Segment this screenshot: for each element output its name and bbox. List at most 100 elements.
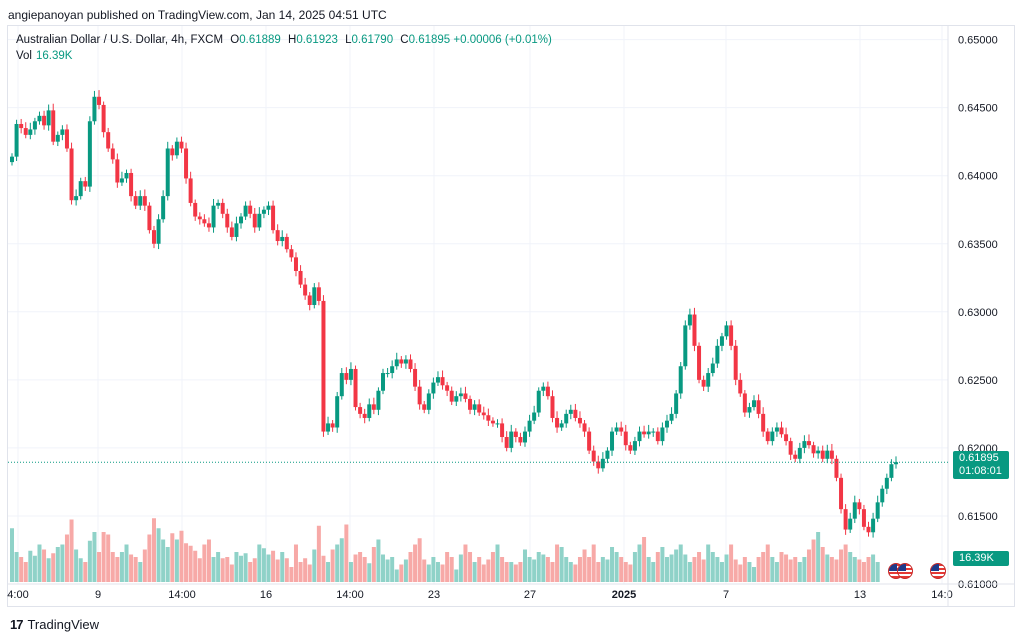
volume-bar [674, 549, 679, 582]
volume-bar [307, 564, 312, 582]
candle-body [330, 423, 335, 428]
candle-body [252, 213, 257, 228]
candle-body [568, 409, 573, 414]
volume-bar [275, 559, 280, 582]
x-tick-label: 9 [95, 589, 101, 601]
volume-bar [220, 558, 225, 582]
candle-body [834, 458, 839, 478]
candle-body [825, 450, 830, 459]
candle-body [628, 445, 633, 451]
volume-bar [591, 544, 596, 582]
candle-body [280, 236, 285, 242]
volume-bar [10, 528, 14, 582]
volume-bar [321, 555, 326, 582]
volume-bar [193, 550, 198, 582]
volume-bar [839, 549, 844, 582]
candle-body [884, 477, 889, 489]
volume-bar [468, 552, 473, 582]
candle-body [83, 181, 88, 187]
candle-body [619, 427, 624, 432]
candle-body [385, 373, 390, 375]
volume-bar [541, 554, 546, 582]
volume-bar [522, 549, 527, 582]
volume-bar [19, 557, 24, 582]
volume-bar [829, 557, 834, 582]
volume-bar [724, 554, 729, 582]
candle-body [312, 287, 317, 305]
volume-bar [605, 559, 610, 582]
volume-bar [435, 562, 440, 582]
candle-body [316, 287, 321, 301]
candle-body [646, 431, 651, 435]
candle-body [10, 156, 14, 163]
volume-bar [784, 554, 789, 582]
candle-body [664, 420, 669, 428]
volume-bar [449, 557, 454, 582]
volume-bar [335, 544, 340, 582]
y-tick-label: 0.64500 [958, 103, 998, 115]
close-value: 0.61895 [408, 34, 451, 46]
volume-bar [816, 532, 821, 582]
chart-frame[interactable] [7, 25, 1015, 607]
candle-body [422, 404, 427, 410]
candle-body [216, 202, 221, 206]
volume-bar [101, 532, 106, 582]
volume-bar [129, 554, 134, 582]
volume-bar [710, 552, 715, 582]
candle-body [477, 404, 482, 413]
candle-body [871, 518, 876, 533]
candle-body [293, 257, 298, 271]
y-tick-label: 0.62500 [958, 375, 998, 387]
candle-body [220, 202, 225, 214]
candle-body [161, 196, 166, 220]
candle-body [729, 325, 734, 346]
candle-body [413, 368, 418, 387]
candle-body [715, 345, 720, 364]
volume-bar [513, 564, 518, 582]
us-flag-icon[interactable] [897, 563, 913, 579]
volume-bar [92, 532, 97, 582]
volume-bar [234, 552, 239, 582]
candle-body [37, 115, 42, 122]
tradingview-logo-icon: 17 [10, 617, 24, 632]
volume-bar [133, 557, 138, 582]
candle-body [353, 368, 358, 408]
volume-bar [248, 562, 253, 582]
candle-body [706, 373, 711, 387]
volume-bar [788, 559, 793, 582]
candle-body [843, 509, 848, 530]
candle-body [184, 148, 189, 179]
candle-body [151, 230, 156, 244]
volume-bar [458, 554, 463, 582]
volume-bar [330, 549, 335, 582]
bar-countdown: 01:08:01 [959, 465, 1002, 477]
volume-bar [582, 549, 587, 582]
footer-brand[interactable]: 17 TradingView [10, 617, 99, 632]
volume-bar [298, 562, 303, 582]
low-label: L [345, 34, 352, 46]
volume-bar [793, 557, 798, 582]
volume-bar [417, 538, 422, 582]
volume-bar [60, 544, 65, 582]
candle-body [211, 205, 216, 228]
candle-body [889, 464, 894, 478]
volume-bar [555, 544, 560, 582]
volume-bar [293, 544, 298, 582]
volume-bar [179, 530, 184, 582]
candle-body [848, 518, 853, 530]
open-label: O [230, 34, 240, 46]
candle-body [74, 196, 79, 201]
us-flag-icon[interactable] [930, 563, 946, 579]
volume-bar [770, 557, 775, 582]
volume-bar [312, 549, 317, 582]
candle-body [133, 196, 138, 206]
volume-bar [834, 559, 839, 582]
candle-body [261, 209, 266, 214]
candle-body [348, 368, 353, 380]
volume-bar [875, 562, 880, 582]
candle-body [307, 295, 312, 305]
candle-body [284, 236, 289, 250]
volume-bar [692, 557, 697, 582]
volume-bar [500, 557, 505, 582]
